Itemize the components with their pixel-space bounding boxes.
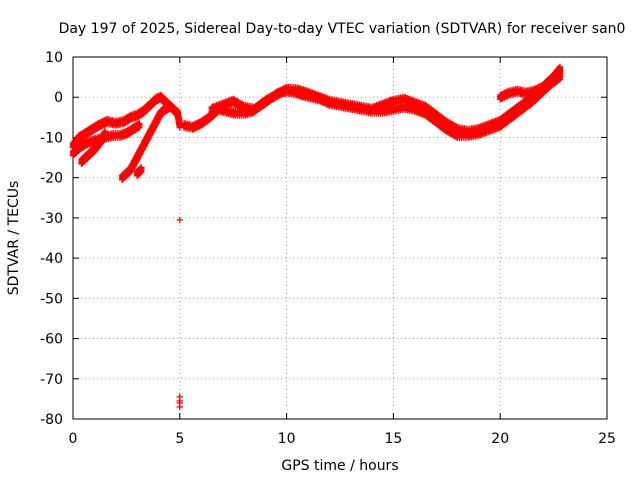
data-point	[165, 106, 173, 113]
x-axis-label: GPS time / hours	[281, 458, 398, 474]
y-tick-label: -50	[40, 291, 63, 307]
chart-title: Day 197 of 2025, Sidereal Day-to-day VTE…	[59, 21, 626, 37]
data-point	[556, 76, 564, 83]
x-tick-label: 25	[598, 431, 616, 447]
x-tick-label: 20	[491, 431, 509, 447]
series-trace-short	[133, 164, 145, 180]
data-point	[556, 70, 564, 77]
axis-ticks: 10 0 -10 -20 -30 -40 -50 -60 -70 -80 0 5 10 15 20 25	[40, 50, 616, 447]
y-tick-label: -20	[40, 171, 63, 187]
grid-lines	[73, 57, 607, 419]
data-point	[176, 216, 183, 224]
data-point	[136, 124, 143, 131]
series-trace-rise	[118, 101, 173, 184]
y-tick-label: -80	[40, 412, 63, 428]
data-points	[69, 63, 564, 411]
y-axis-label: SDTVAR / TECUs	[6, 181, 22, 296]
data-point	[138, 168, 145, 176]
y-tick-label: -10	[40, 130, 63, 146]
series-trace-descending	[78, 127, 109, 168]
data-point	[176, 403, 183, 411]
series-trace-upper	[69, 91, 183, 151]
y-tick-label: -30	[40, 211, 63, 227]
x-tick-label: 15	[384, 431, 402, 447]
x-tick-label: 0	[69, 431, 78, 447]
series-trace-evening	[497, 65, 564, 103]
data-point	[101, 132, 109, 139]
y-tick-label: 0	[54, 90, 63, 106]
series-trace-midday-2	[208, 63, 564, 137]
x-tick-label: 5	[175, 431, 184, 447]
series-outliers	[176, 216, 183, 411]
y-tick-label: -70	[40, 372, 63, 388]
y-tick-label: -40	[40, 251, 63, 267]
y-tick-label: -60	[40, 332, 63, 348]
x-tick-label: 10	[278, 431, 296, 447]
plot-frame	[72, 56, 608, 420]
y-tick-label: 10	[45, 50, 63, 66]
